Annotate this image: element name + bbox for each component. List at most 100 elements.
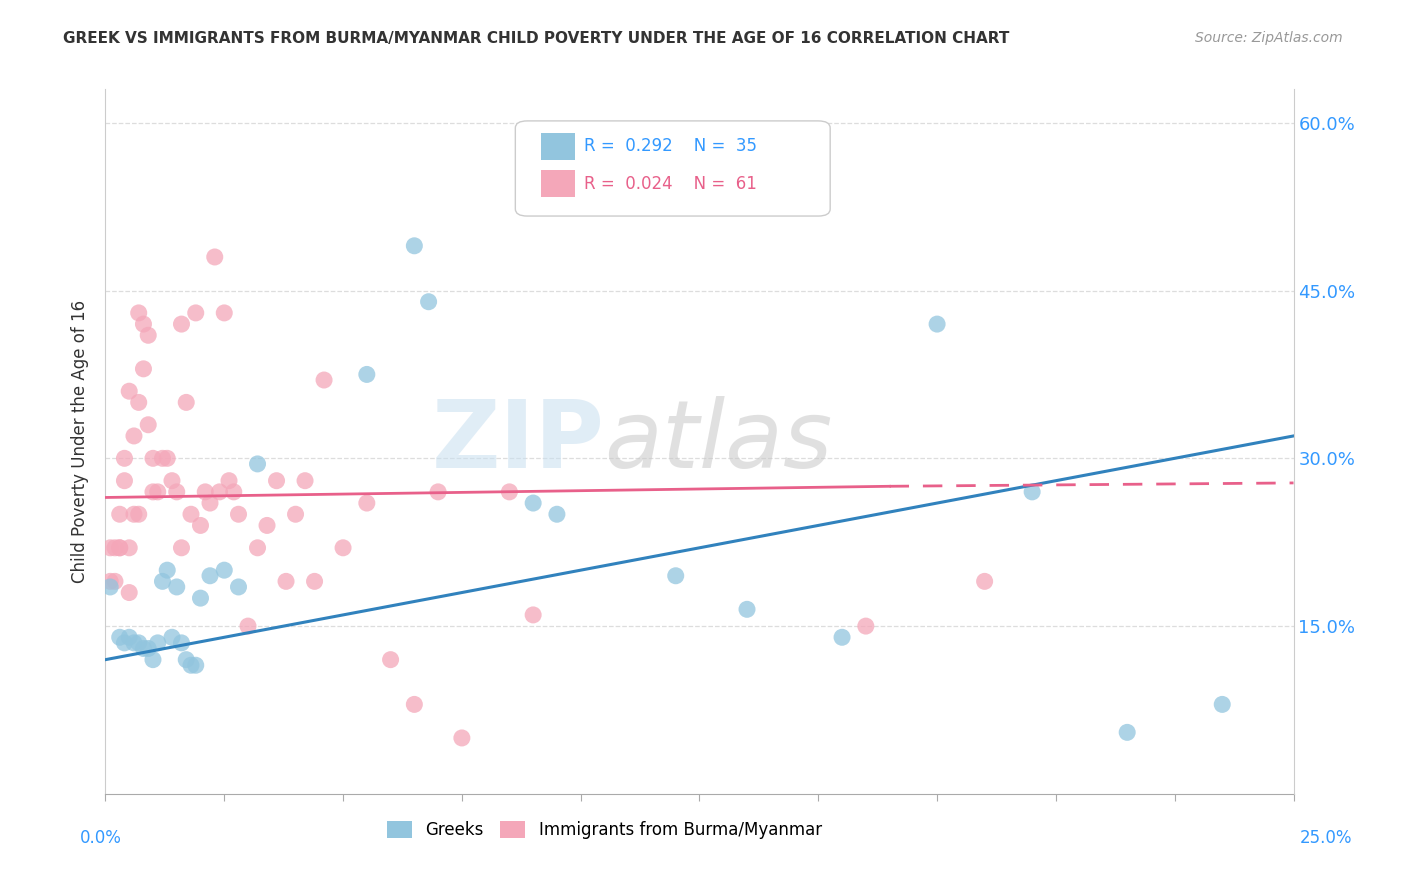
Point — [98, 580, 121, 594]
Point — [132, 361, 155, 376]
Point — [256, 518, 278, 533]
Text: 0.0%: 0.0% — [80, 829, 122, 847]
Point — [184, 658, 207, 673]
Point — [146, 484, 169, 499]
Point — [190, 591, 212, 606]
Point — [222, 484, 245, 499]
Point — [214, 563, 236, 577]
Point — [114, 636, 136, 650]
Point — [128, 306, 150, 320]
Text: R =  0.292    N =  35: R = 0.292 N = 35 — [585, 137, 758, 155]
Point — [294, 474, 316, 488]
Point — [312, 373, 335, 387]
Point — [142, 653, 165, 667]
Point — [132, 317, 155, 331]
Text: Source: ZipAtlas.com: Source: ZipAtlas.com — [1195, 31, 1343, 45]
Point — [190, 518, 212, 533]
Point — [166, 484, 188, 499]
Point — [174, 395, 197, 409]
Point — [156, 563, 179, 577]
Point — [194, 484, 217, 499]
Point — [228, 580, 250, 594]
Point — [831, 630, 853, 644]
Point — [118, 384, 141, 399]
Point — [118, 585, 141, 599]
Y-axis label: Child Poverty Under the Age of 16: Child Poverty Under the Age of 16 — [72, 300, 90, 583]
Point — [274, 574, 297, 589]
Point — [925, 317, 948, 331]
Point — [204, 250, 226, 264]
Text: ZIP: ZIP — [432, 395, 605, 488]
Point — [208, 484, 231, 499]
Point — [218, 474, 240, 488]
Point — [1021, 484, 1043, 499]
Point — [236, 619, 259, 633]
Point — [122, 636, 145, 650]
Point — [404, 698, 426, 712]
Point — [246, 457, 269, 471]
Point — [142, 484, 165, 499]
Point — [108, 541, 131, 555]
Point — [266, 474, 288, 488]
Point — [128, 508, 150, 522]
Point — [246, 541, 269, 555]
Point — [170, 541, 193, 555]
Point — [1211, 698, 1233, 712]
Point — [356, 368, 378, 382]
Point — [118, 541, 141, 555]
Point — [180, 658, 202, 673]
Point — [128, 636, 150, 650]
Point — [136, 328, 159, 343]
Point — [98, 541, 121, 555]
Point — [522, 607, 544, 622]
Point — [108, 508, 131, 522]
Point — [546, 508, 568, 522]
Point — [356, 496, 378, 510]
Point — [404, 239, 426, 253]
Point — [228, 508, 250, 522]
Point — [132, 641, 155, 656]
Point — [160, 630, 183, 644]
Point — [332, 541, 354, 555]
Text: 25.0%: 25.0% — [1299, 829, 1353, 847]
Point — [184, 306, 207, 320]
Point — [128, 395, 150, 409]
Point — [108, 630, 131, 644]
Point — [166, 580, 188, 594]
Bar — [541, 170, 575, 197]
Point — [450, 731, 472, 745]
Point — [114, 451, 136, 466]
Point — [156, 451, 179, 466]
Point — [665, 568, 688, 582]
Point — [98, 574, 121, 589]
Point — [284, 508, 307, 522]
Point — [122, 429, 145, 443]
Point — [108, 541, 131, 555]
Point — [104, 574, 127, 589]
Point — [146, 636, 169, 650]
Point — [170, 317, 193, 331]
Point — [735, 602, 758, 616]
Point — [118, 630, 141, 644]
Point — [136, 641, 159, 656]
Legend: Greeks, Immigrants from Burma/Myanmar: Greeks, Immigrants from Burma/Myanmar — [381, 814, 828, 846]
Point — [855, 619, 877, 633]
Point — [973, 574, 995, 589]
Point — [522, 496, 544, 510]
Point — [114, 474, 136, 488]
Point — [152, 574, 174, 589]
Point — [170, 636, 193, 650]
Bar — [541, 133, 575, 160]
Point — [160, 474, 183, 488]
Point — [418, 294, 440, 309]
Point — [142, 451, 165, 466]
Point — [180, 508, 202, 522]
Point — [214, 306, 236, 320]
Point — [136, 417, 159, 432]
Text: atlas: atlas — [605, 396, 832, 487]
Point — [174, 653, 197, 667]
Point — [104, 541, 127, 555]
FancyBboxPatch shape — [516, 121, 830, 216]
Point — [122, 508, 145, 522]
Point — [152, 451, 174, 466]
